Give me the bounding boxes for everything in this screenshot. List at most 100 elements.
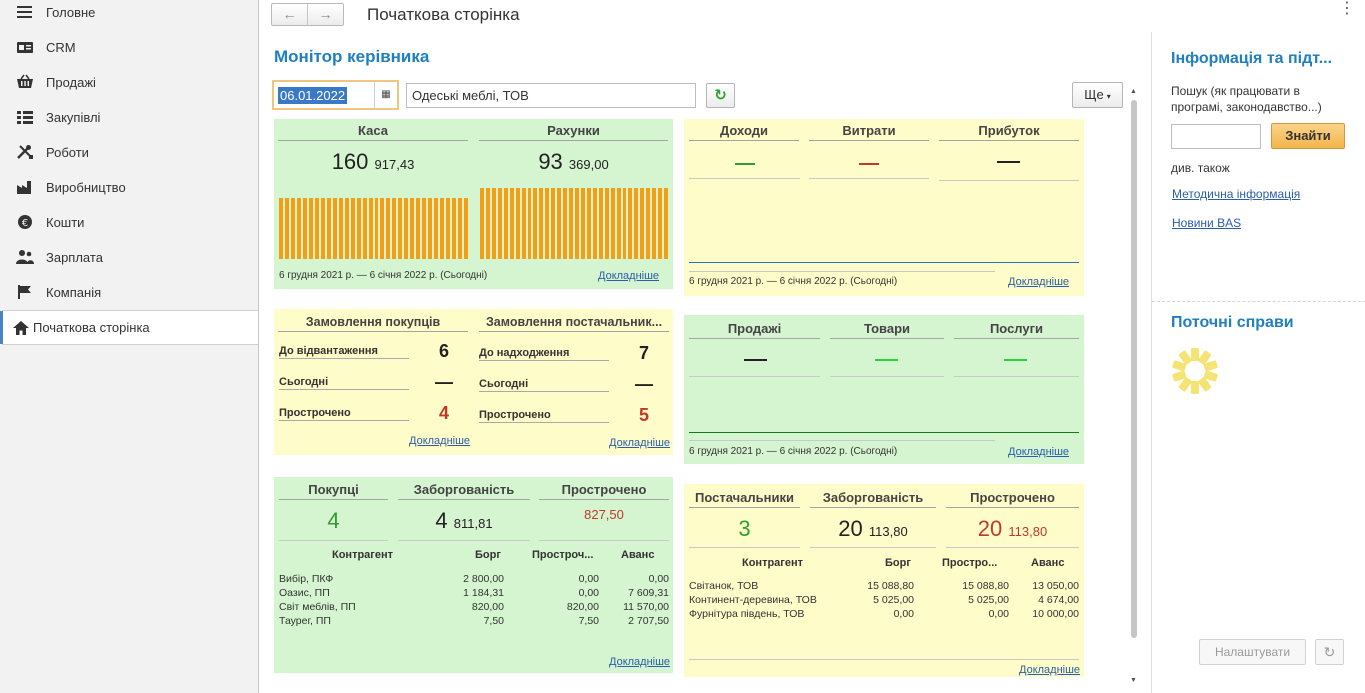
spinner-segment: [1178, 377, 1192, 392]
amount-cell: 10 000,00: [1032, 608, 1079, 620]
overdue-value[interactable]: 4: [438, 403, 449, 423]
expenses-title: Витрати: [809, 123, 929, 141]
page-title: Початкова сторінка: [367, 5, 520, 24]
refresh-tasks-button[interactable]: ↻: [1315, 639, 1344, 665]
spinner-segment: [1191, 381, 1199, 394]
suppliers-debt[interactable]: 20 113,80: [810, 516, 936, 542]
amount-cell: 2 800,00: [463, 573, 504, 585]
services-value: [1004, 359, 1027, 361]
to-receive-value[interactable]: 7: [638, 343, 649, 363]
chart-bar: [634, 188, 639, 259]
scroll-down-icon[interactable]: ▼: [1130, 677, 1137, 684]
buyers-debt[interactable]: 4 811,81: [398, 508, 530, 534]
divider: [689, 547, 800, 548]
more-actions-button[interactable]: Ще ▾: [1072, 82, 1123, 108]
chart-bar: [586, 188, 591, 259]
details-link[interactable]: Докладніше: [609, 656, 671, 668]
spinner-segment: [1203, 370, 1218, 382]
chart-bar: [610, 188, 615, 259]
info-panel: Інформація та підт... Пошук (як працюват…: [1151, 32, 1365, 693]
forward-button[interactable]: →: [318, 6, 333, 22]
overdue-value[interactable]: 5: [638, 405, 649, 425]
sidebar-item-sales[interactable]: Продажі: [0, 65, 258, 100]
suppliers-count[interactable]: 3: [738, 516, 751, 541]
sidebar-item-money[interactable]: € Кошти: [0, 205, 258, 240]
chart-bar: [464, 198, 468, 259]
chart-bar: [410, 198, 415, 259]
scroll-up-icon[interactable]: ▲: [1130, 88, 1137, 95]
chart-bar: [545, 188, 550, 259]
sidebar-item-company[interactable]: Компанія: [0, 275, 258, 310]
cash-title: Каса: [278, 123, 468, 141]
manager-monitor: Монітор керівника 06.01.2022 ▦ Одеські м…: [259, 32, 1151, 693]
amount-cell: 0,00: [893, 608, 914, 620]
back-button[interactable]: ←: [272, 4, 308, 25]
period-label: 6 грудня 2021 р. — 6 січня 2022 р. (Сьог…: [689, 446, 898, 457]
loading-spinner-icon: [1172, 348, 1218, 394]
see-also-label: див. також: [1171, 161, 1230, 175]
expenses-value: [859, 163, 879, 165]
details-link[interactable]: Докладніше: [409, 435, 471, 447]
divider: [830, 376, 944, 377]
chart-bar: [569, 188, 573, 259]
sidebar-item-main[interactable]: Головне: [0, 0, 258, 30]
date-field[interactable]: 06.01.2022 ▦: [272, 80, 399, 110]
suppliers-overdue[interactable]: 20 113,80: [946, 516, 1079, 542]
counterparty-cell[interactable]: Таурег, ПП: [279, 615, 331, 627]
factory-icon: [17, 181, 31, 194]
more-menu-icon[interactable]: ⋮: [1339, 0, 1355, 17]
vertical-scrollbar[interactable]: ▲ ▼: [1130, 88, 1138, 684]
sidebar-item-purchases[interactable]: Закупівлі: [0, 100, 258, 135]
find-button[interactable]: Знайти: [1271, 123, 1345, 149]
details-link[interactable]: Докладніше: [1019, 664, 1081, 676]
details-link[interactable]: Докладніше: [1008, 446, 1070, 458]
chart-bar: [284, 198, 289, 259]
sidebar-item-crm[interactable]: CRM: [0, 30, 258, 65]
sidebar-item-salary[interactable]: Зарплата: [0, 240, 258, 275]
counterparty-cell[interactable]: Фурнітура південь, ТОВ: [689, 608, 805, 620]
sidebar-item-label: Компанія: [46, 285, 102, 300]
column-header: Простро...: [942, 557, 998, 569]
crm-icon: [17, 42, 33, 53]
to-ship-value[interactable]: 6: [438, 341, 449, 361]
search-input[interactable]: [1171, 124, 1261, 149]
bas-news-link[interactable]: Новини BAS: [1172, 216, 1242, 230]
buyers-count[interactable]: 4: [327, 508, 340, 533]
sidebar-item-home[interactable]: Початкова сторінка: [0, 310, 258, 345]
counterparty-cell[interactable]: Світ меблів, ПП: [279, 601, 356, 613]
buyers-overdue[interactable]: 827,50: [584, 507, 624, 522]
counterparty-cell[interactable]: Оазис, ПП: [279, 587, 330, 599]
sidebar-item-works[interactable]: Роботи: [0, 135, 258, 170]
scroll-thumb[interactable]: [1131, 100, 1137, 638]
chart-bar: [452, 198, 457, 259]
methodical-info-link[interactable]: Методична інформація: [1172, 187, 1301, 201]
svg-text:€: €: [22, 218, 28, 229]
chart-bar: [386, 198, 391, 259]
suppliers-debt-int: 20: [838, 516, 863, 541]
overdue-title: Прострочено: [539, 482, 669, 500]
suppliers-overdue-int: 20: [977, 516, 1003, 541]
calendar-icon[interactable]: ▦: [374, 82, 397, 108]
chart-bar: [326, 198, 331, 259]
refresh-button[interactable]: ↻: [706, 83, 735, 108]
chart-bar: [440, 198, 445, 259]
chart-bar: [446, 198, 451, 259]
amount-cell: 1 184,31: [463, 587, 504, 599]
chart-bar: [434, 198, 439, 259]
chart-bar: [551, 188, 556, 259]
counterparty-cell[interactable]: Світанок, ТОВ: [689, 580, 759, 592]
buyers-debt-frac: 811,81: [453, 516, 493, 531]
counterparty-cell[interactable]: Континент-деревина, ТОВ: [689, 594, 817, 606]
setup-button[interactable]: Налаштувати: [1199, 639, 1306, 665]
spinner-segment: [1203, 360, 1218, 372]
sidebar-item-label: Виробництво: [46, 180, 126, 195]
details-link[interactable]: Докладніше: [598, 270, 660, 282]
sidebar-item-label: Роботи: [46, 145, 89, 160]
sidebar-item-production[interactable]: Виробництво: [0, 170, 258, 205]
details-link[interactable]: Докладніше: [609, 437, 671, 449]
chart-bar: [362, 198, 367, 259]
counterparty-cell[interactable]: Вибір, ПКФ: [279, 573, 334, 585]
details-link[interactable]: Докладніше: [1008, 276, 1070, 288]
organization-field[interactable]: Одеські меблі, ТОВ: [406, 83, 696, 108]
services-title: Послуги: [954, 321, 1079, 339]
